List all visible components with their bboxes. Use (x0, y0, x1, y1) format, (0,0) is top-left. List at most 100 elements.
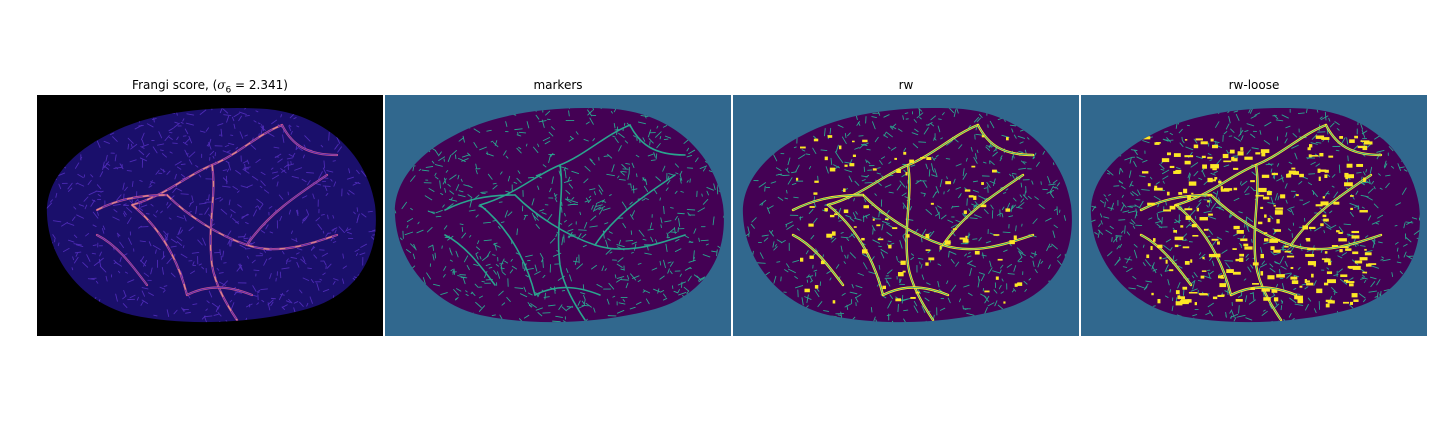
vessel-fragment (1109, 225, 1114, 230)
vessel-fragment (1091, 205, 1096, 212)
vessel-fragment (90, 174, 94, 178)
vessel-fragment (1164, 264, 1169, 272)
vessel-fragment (1063, 215, 1066, 221)
segmented-pixel (1302, 225, 1309, 230)
segmented-pixel (852, 140, 855, 143)
vessel-fragment (861, 179, 866, 182)
vessel-fragment (808, 166, 812, 170)
vessel-fragment (288, 298, 293, 304)
vessel-fragment (1008, 215, 1014, 218)
segmented-pixel (1291, 167, 1296, 170)
vessel-fragment (903, 309, 909, 312)
vessel-fragment (428, 244, 434, 248)
vessel-fragment (199, 109, 207, 115)
vessel-fragment (886, 231, 893, 237)
vessel-fragment (542, 259, 544, 269)
vessel-fragment (614, 274, 617, 279)
vessel-fragment (336, 136, 341, 144)
vessel-fragment (226, 230, 232, 237)
segmented-pixel (1349, 139, 1355, 143)
vessel-fragment (1055, 186, 1059, 190)
vessel-fragment (492, 182, 497, 185)
rw-loose-image (1081, 95, 1427, 336)
vessel-fragment (608, 231, 613, 234)
vessel-fragment (1346, 137, 1349, 145)
segmented-pixel (1005, 208, 1011, 212)
vessel-fragment (1107, 169, 1114, 176)
vessel-fragment (946, 280, 949, 285)
vessel-fragment (989, 120, 995, 129)
vessel-fragment (955, 108, 959, 114)
vessel-fragment (621, 164, 627, 169)
vessel-fragment (1326, 267, 1330, 270)
vessel-fragment (1233, 136, 1241, 142)
segmented-pixel (1184, 208, 1193, 211)
vessel-fragment (563, 219, 567, 223)
segmented-pixel (1258, 187, 1267, 193)
vessel-fragment (1329, 210, 1333, 214)
vessel-fragment (693, 228, 697, 234)
vessel-fragment (1129, 170, 1132, 178)
vessel-fragment (334, 229, 337, 234)
vessel-fragment (1144, 286, 1148, 290)
vessel-fragment (1207, 228, 1213, 235)
vessel-fragment (161, 153, 167, 158)
vessel-fragment (549, 187, 552, 193)
segmented-pixel (814, 180, 819, 183)
rw-image (733, 95, 1079, 336)
vessel-fragment (1298, 181, 1303, 185)
vessel-fragment (758, 182, 767, 188)
vessel-fragment (698, 277, 705, 283)
segmented-pixel (1201, 155, 1206, 159)
segmented-pixel (1237, 151, 1244, 156)
rw-svg (733, 95, 1079, 336)
vessel-fragment (1284, 272, 1292, 275)
vessel-fragment (655, 176, 662, 182)
vessel-fragment (513, 181, 518, 184)
segmented-pixel (1297, 298, 1304, 304)
vessel-fragment (663, 259, 666, 269)
vessel-fragment (317, 223, 323, 230)
segmented-pixel (1141, 171, 1149, 174)
vessel-fragment (1356, 171, 1362, 174)
vessel-fragment (667, 268, 670, 274)
vessel-fragment (141, 299, 149, 304)
segmented-pixel (1274, 239, 1280, 241)
vessel-fragment (230, 302, 235, 311)
vessel-fragment (1241, 180, 1248, 186)
vessel-fragment (1137, 189, 1141, 196)
segmented-pixel (861, 237, 865, 241)
vessel-fragment (1001, 206, 1005, 211)
vessel-fragment (494, 242, 497, 251)
segmented-pixel (1266, 191, 1272, 196)
vessel-fragment (474, 283, 479, 288)
vessel-fragment (432, 254, 435, 261)
vessel-fragment (1198, 252, 1202, 256)
vessel-fragment (1208, 201, 1211, 207)
vessel-fragment (141, 290, 146, 297)
vessel-fragment (1395, 202, 1401, 206)
vessel-fragment (1104, 201, 1106, 208)
segmented-pixel (1271, 289, 1278, 293)
vessel-fragment (481, 280, 485, 283)
vessel-fragment (1328, 117, 1331, 122)
vessel-fragment (1288, 161, 1293, 165)
segmented-pixel (920, 157, 926, 159)
segmented-pixel (1324, 174, 1328, 178)
vessel-fragment (806, 274, 810, 278)
vessel-fragment (170, 272, 176, 278)
segmented-pixel (1352, 265, 1361, 270)
vessel-fragment (901, 294, 904, 304)
vessel-fragment (95, 190, 103, 193)
vessel-fragment (1225, 123, 1230, 130)
vessel-fragment (1399, 270, 1403, 275)
vessel-fragment (1011, 172, 1017, 175)
vessel-fragment (212, 155, 215, 159)
vessel-fragment (1315, 163, 1320, 167)
vessel-fragment (232, 218, 240, 225)
vessel-fragment (295, 145, 298, 151)
vessel-fragment (877, 167, 881, 169)
vessel-fragment (67, 239, 75, 243)
vessel-fragment (183, 214, 187, 222)
vessel-fragment (631, 188, 638, 191)
